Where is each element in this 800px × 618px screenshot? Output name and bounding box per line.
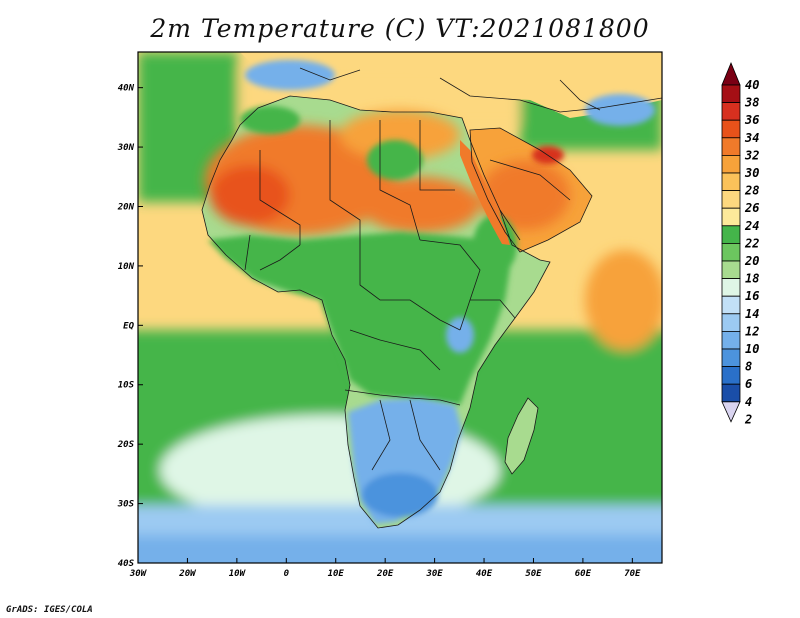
lon-tick-label: 10E <box>328 569 345 579</box>
lon-tick-label: 30W <box>129 569 148 579</box>
lat-tick-label: 20S <box>117 440 135 450</box>
colorbar-swatch <box>721 119 741 139</box>
colorbar-swatch <box>721 172 741 192</box>
colorbar-swatch <box>721 84 741 104</box>
colorbar-label: 14 <box>745 307 759 321</box>
colorbar-label: 8 <box>745 360 752 374</box>
colorbar-label: 40 <box>745 78 759 92</box>
southern-ocean-deep-band <box>138 535 662 563</box>
colorbar-top-arrow <box>721 61 741 86</box>
colorbar-swatch <box>721 278 741 297</box>
nubia-green-zone <box>367 140 423 180</box>
lon-tick-label: 40E <box>476 569 493 579</box>
lon-tick-label: 50E <box>525 569 542 579</box>
colorbar-label: 12 <box>745 324 759 338</box>
colorbar-bottom-arrow <box>721 401 741 423</box>
colorbar-label: 20 <box>744 254 759 268</box>
latitude-axis: 40N 30N 20N 10N EQ 10S 20S 30S 40S <box>117 84 143 569</box>
temperature-field <box>138 52 662 563</box>
arabia-hot-zone <box>480 160 570 230</box>
colorbar-label: 36 <box>744 113 759 127</box>
colorbar-label: 24 <box>744 219 759 233</box>
europe-cool-zone <box>245 60 335 90</box>
lon-tick-label: 20E <box>376 569 394 579</box>
colorbar-swatch <box>721 225 741 244</box>
colorbar-label: 30 <box>744 166 759 180</box>
colorbar: 40 38 36 34 32 30 28 26 24 22 20 18 16 14 12 10 8 6 4 2 <box>721 61 759 426</box>
colorbar-label: 26 <box>744 201 759 215</box>
lat-tick-label: 30N <box>117 143 135 153</box>
colorbar-swatch <box>721 330 741 350</box>
caucasus-cool-zone <box>585 94 655 126</box>
colorbar-swatch <box>721 348 741 368</box>
colorbar-swatch <box>721 242 741 262</box>
lon-tick-label: 0 <box>284 569 290 579</box>
tropical-green-belt <box>208 232 512 405</box>
map-frame <box>137 51 663 564</box>
lon-tick-label: 60E <box>575 569 592 579</box>
sahara-core-zone <box>210 165 290 225</box>
colorbar-swatch <box>721 260 741 280</box>
lon-tick-label: 10W <box>229 569 247 579</box>
lon-tick-label: 70E <box>624 569 641 579</box>
north-africa-warm-zone <box>340 110 460 160</box>
east-africa-highland-cool <box>446 317 474 353</box>
credit-label: GrADS: IGES/COLA <box>6 605 93 615</box>
colorbar-label: 38 <box>744 96 759 110</box>
colorbar-label: 28 <box>744 184 759 198</box>
figure-title: 2m Temperature (C) VT:2021081800 <box>150 14 650 43</box>
colorbar-swatch <box>721 313 741 332</box>
colorbar-swatch <box>721 207 741 227</box>
lon-tick-label: 30E <box>425 569 443 579</box>
lat-tick-label: 20N <box>117 202 135 212</box>
colorbar-label: 6 <box>745 377 752 391</box>
colorbar-label: 16 <box>745 289 759 303</box>
colorbar-label: 32 <box>744 148 759 162</box>
colorbar-swatch <box>721 295 741 315</box>
lat-tick-label: 30S <box>117 500 135 510</box>
longitude-axis: 30W 20W 10W 0 10E 20E 30E 40E 50E 60E 70E <box>129 558 641 579</box>
indian-ocean-warm-patch <box>585 250 662 350</box>
lat-tick-label: 10S <box>118 381 135 391</box>
atlas-green-zone <box>240 106 300 134</box>
colorbar-label: 2 <box>744 412 752 426</box>
colorbar-label: 10 <box>745 342 759 356</box>
colorbar-label: 34 <box>744 131 759 145</box>
colorbar-label: 22 <box>744 236 759 250</box>
ethiopian-highlands-green <box>473 215 517 275</box>
colorbar-swatch <box>721 102 741 121</box>
colorbar-swatch <box>721 366 741 385</box>
madagascar-landmass <box>505 398 538 474</box>
lat-tick-label: 40N <box>118 84 135 94</box>
europe-landmass <box>240 52 662 118</box>
colorbar-swatch <box>721 137 741 156</box>
country-borders <box>201 67 662 529</box>
colorbar-swatch <box>721 154 741 174</box>
colorbar-label: 18 <box>745 272 759 286</box>
colorbar-label: 4 <box>745 395 752 409</box>
southern-africa-cold-core <box>362 473 438 517</box>
lat-tick-label: 40S <box>118 559 135 569</box>
lat-tick-label: 10N <box>118 262 135 272</box>
lon-tick-label: 20W <box>178 569 197 579</box>
lat-tick-label: EQ <box>123 321 134 331</box>
colorbar-swatch <box>721 383 741 403</box>
sahara-east-hot-zone <box>360 177 480 233</box>
colorbar-swatch <box>721 190 741 209</box>
